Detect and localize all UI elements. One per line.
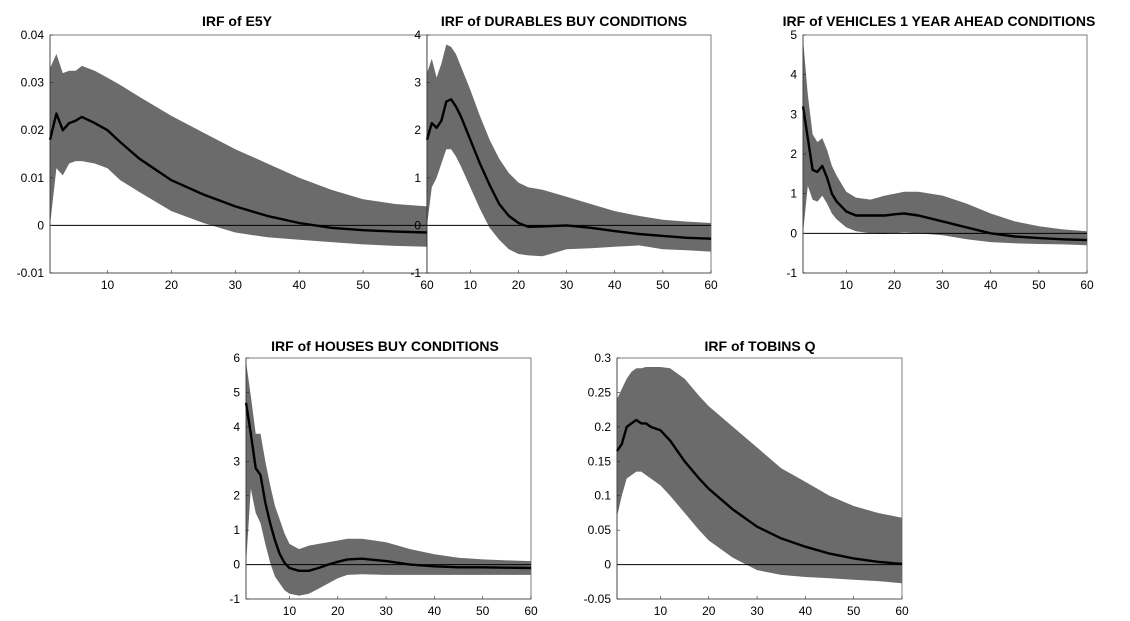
chart-title: IRF of TOBINS Q [705, 338, 816, 354]
x-tick-label: 10 [283, 604, 297, 618]
y-tick-label: 3 [233, 454, 240, 468]
chart-title: IRF of VEHICLES 1 YEAR AHEAD CONDITIONS [783, 13, 1096, 29]
y-tick-label: 4 [414, 28, 421, 42]
x-tick-label: 60 [895, 604, 909, 618]
x-tick-label: 20 [165, 278, 179, 292]
chart-title: IRF of E5Y [202, 13, 273, 29]
irf-line [425, 98, 712, 240]
confidence-band [50, 54, 427, 247]
y-tick-label: 3 [414, 76, 421, 90]
y-tick-label: 0 [233, 558, 240, 572]
confidence-band [617, 367, 902, 584]
confidence-band [246, 361, 531, 596]
x-tick-label: 50 [847, 604, 861, 618]
x-tick-label: 10 [840, 278, 854, 292]
irf-line [244, 402, 532, 572]
x-tick-label: 20 [702, 604, 716, 618]
y-tick-label: 0 [37, 218, 44, 232]
x-tick-label: 40 [799, 604, 813, 618]
x-tick-label: 60 [1080, 278, 1094, 292]
y-tick-label: 0 [604, 558, 611, 572]
x-tick-label: 10 [101, 278, 115, 292]
x-tick-label: 40 [293, 278, 307, 292]
y-tick-label: -0.05 [584, 592, 612, 606]
x-tick-label: 30 [750, 604, 764, 618]
x-tick-label: 50 [476, 604, 490, 618]
y-tick-label: 1 [414, 171, 421, 185]
y-tick-label: -1 [229, 592, 240, 606]
x-tick-label: 40 [984, 278, 998, 292]
y-tick-label: 0.01 [21, 171, 45, 185]
y-tick-label: 2 [233, 489, 240, 503]
irf-panel-tobins-q: 10 20 30 40 50 60 -0.05 0 0.05 0.1 0.15 0.2 0.25 0.3 I… [584, 338, 909, 618]
x-tick-label: 60 [524, 604, 538, 618]
y-tick-label: 0.05 [588, 523, 612, 537]
y-tick-label: -1 [786, 266, 797, 280]
x-tick-label: 60 [420, 278, 434, 292]
y-tick-label: 0.25 [588, 385, 612, 399]
x-tick-label: 20 [512, 278, 526, 292]
y-tick-label: 0.2 [594, 420, 611, 434]
y-tick-label: 0 [790, 226, 797, 240]
y-tick-label: 0.15 [588, 454, 612, 468]
y-tick-label: 1 [233, 523, 240, 537]
y-tick-label: 0 [414, 218, 421, 232]
x-tick-label: 50 [356, 278, 370, 292]
irf-panel-houses-buy-conditions: 10 20 30 40 50 60 -1 0 1 2 3 4 5 6 IRF of HOUSES BUY C… [229, 338, 538, 618]
irf-line [48, 112, 428, 234]
y-tick-label: 4 [233, 420, 240, 434]
irf-line [801, 106, 1088, 242]
x-tick-label: 10 [464, 278, 478, 292]
y-tick-label: 3 [790, 107, 797, 121]
y-tick-label: 0.02 [21, 123, 45, 137]
y-tick-label: 0.04 [21, 28, 45, 42]
y-tick-label: 2 [790, 147, 797, 161]
x-tick-label: 30 [560, 278, 574, 292]
x-tick-label: 20 [331, 604, 345, 618]
y-tick-label: 0.3 [594, 351, 611, 365]
y-tick-label: 6 [233, 351, 240, 365]
chart-title: IRF of DURABLES BUY CONDITIONS [441, 13, 687, 29]
y-tick-label: -1 [410, 266, 421, 280]
x-tick-label: 30 [379, 604, 393, 618]
x-tick-label: 40 [428, 604, 442, 618]
y-tick-label: 0.03 [21, 76, 45, 90]
y-tick-label: -0.01 [17, 266, 45, 280]
x-tick-label: 60 [704, 278, 718, 292]
y-tick-label: 1 [790, 187, 797, 201]
y-tick-label: 2 [414, 123, 421, 137]
y-tick-label: 5 [790, 28, 797, 42]
x-tick-label: 10 [654, 604, 668, 618]
x-tick-label: 30 [936, 278, 950, 292]
y-tick-label: 5 [233, 385, 240, 399]
chart-title: IRF of HOUSES BUY CONDITIONS [271, 338, 499, 354]
x-tick-label: 50 [1032, 278, 1046, 292]
x-tick-label: 50 [656, 278, 670, 292]
x-tick-label: 40 [608, 278, 622, 292]
x-tick-label: 20 [888, 278, 902, 292]
y-tick-label: 0.1 [594, 489, 611, 503]
confidence-band [803, 39, 1087, 246]
irf-line [616, 418, 903, 566]
x-tick-label: 30 [229, 278, 243, 292]
y-tick-label: 4 [790, 68, 797, 82]
